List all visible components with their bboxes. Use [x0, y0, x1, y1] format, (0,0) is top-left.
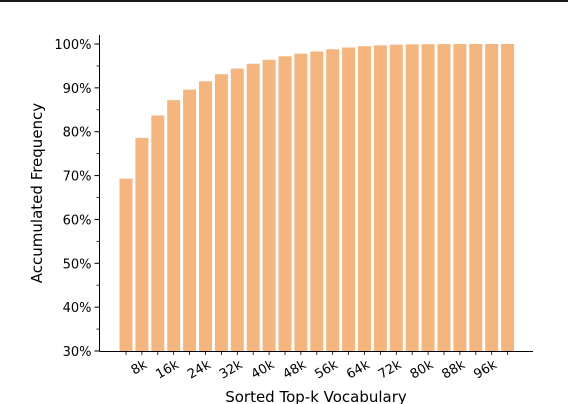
y-tick-label: 50%	[63, 257, 92, 272]
bar-68k	[373, 45, 387, 351]
x-tick-label: 72k	[376, 357, 405, 382]
bar-44k	[278, 56, 292, 351]
bar-60k	[342, 47, 356, 351]
bar-80k	[421, 44, 435, 352]
x-tick-label: 64k	[344, 357, 373, 382]
y-tick-label: 100%	[54, 38, 91, 53]
bar-40k	[262, 59, 276, 351]
bar-64k	[358, 46, 371, 351]
bar-28k	[214, 74, 228, 351]
x-tick-label: 40k	[249, 357, 278, 382]
x-tick-label: 96k	[471, 357, 500, 382]
bar-4k	[119, 178, 133, 351]
y-tick-label: 60%	[63, 213, 92, 228]
x-tick-label: 48k	[281, 357, 310, 382]
bar-32k	[230, 68, 244, 351]
bar-12k	[151, 115, 165, 352]
x-tick-label: 8k	[129, 357, 151, 378]
bar-16k	[167, 100, 181, 351]
bar-92k	[469, 44, 483, 351]
bar-72k	[389, 44, 403, 351]
y-axis-label: Accumulated Frequency	[28, 103, 46, 283]
x-ticks-group: 8k 16k 24k 32k 40k 48k 56k 64k 72k 80k 88k 96k	[125, 351, 509, 383]
bar-48k	[294, 53, 308, 352]
x-tick-label: 16k	[153, 357, 182, 382]
bar-8k	[135, 137, 149, 351]
x-tick-label: 32k	[217, 357, 246, 382]
x-tick-label: 24k	[185, 357, 214, 382]
bar-24k	[199, 81, 212, 351]
x-tick-label: 88k	[440, 357, 469, 382]
top-border	[0, 0, 568, 2]
bar-52k	[310, 51, 324, 352]
y-tick-label: 30%	[63, 345, 92, 360]
bar-20k	[183, 89, 197, 352]
y-ticks-group: 30% 40% 50% 60% 70% 80% 90% 100%	[54, 38, 100, 360]
bar-88k	[453, 44, 467, 351]
y-tick-label: 90%	[63, 82, 92, 97]
x-tick-label: 56k	[312, 357, 341, 382]
bar-96k	[485, 44, 499, 351]
bar-76k	[405, 44, 419, 351]
bar-36k	[246, 63, 260, 352]
x-tick-label: 80k	[408, 357, 437, 382]
bar-84k	[437, 44, 451, 352]
bar-100k	[501, 44, 515, 351]
y-tick-label: 40%	[63, 301, 92, 316]
bar-56k	[326, 49, 340, 351]
x-axis-label: Sorted Top-k Vocabulary	[225, 388, 407, 404]
y-tick-label: 80%	[63, 126, 92, 141]
y-tick-label: 70%	[63, 170, 92, 185]
bars-group	[119, 44, 515, 352]
